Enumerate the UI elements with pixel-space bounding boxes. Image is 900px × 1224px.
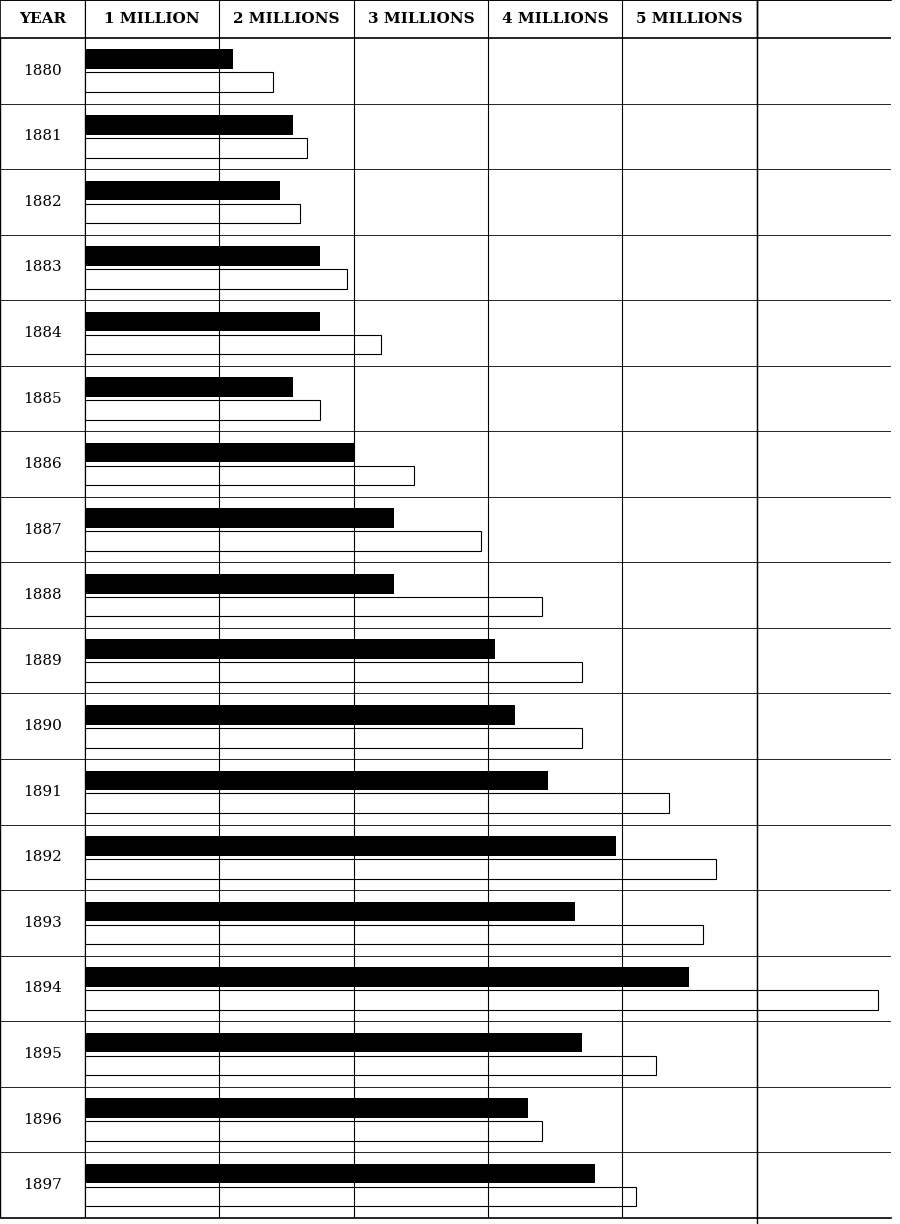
Text: 1891: 1891 [23, 785, 62, 799]
Text: 1881: 1881 [23, 130, 62, 143]
Text: 4 MILLIONS: 4 MILLIONS [502, 12, 608, 26]
Bar [85, 246, 320, 266]
Bar [85, 334, 381, 354]
Bar [85, 662, 582, 682]
Text: 3 MILLIONS: 3 MILLIONS [367, 12, 474, 26]
Bar [85, 902, 575, 922]
Text: 1883: 1883 [23, 261, 62, 274]
Text: 1895: 1895 [23, 1047, 62, 1061]
Text: 1887: 1887 [23, 523, 62, 536]
Text: 1884: 1884 [23, 326, 62, 340]
Text: 1896: 1896 [23, 1113, 62, 1126]
Bar [85, 771, 548, 791]
Bar [85, 639, 495, 659]
Bar [85, 924, 703, 944]
Text: 1893: 1893 [23, 916, 62, 930]
Text: 1886: 1886 [23, 457, 62, 471]
Text: 1897: 1897 [23, 1179, 62, 1192]
Bar [85, 115, 293, 135]
Text: YEAR: YEAR [19, 12, 66, 26]
Bar [85, 1055, 656, 1076]
Bar [85, 1033, 582, 1053]
Bar [85, 72, 273, 92]
Bar [85, 705, 515, 725]
Bar [85, 269, 346, 289]
Bar [85, 990, 878, 1010]
Text: 1 MILLION: 1 MILLION [104, 12, 200, 26]
Bar [85, 138, 307, 158]
Bar [85, 312, 320, 332]
Bar [85, 181, 280, 201]
Text: 1885: 1885 [23, 392, 62, 405]
Bar [85, 1121, 542, 1141]
Bar [85, 859, 716, 879]
Text: 1888: 1888 [23, 589, 62, 602]
Bar [85, 1164, 596, 1184]
Bar [85, 1098, 528, 1118]
Bar [85, 531, 482, 551]
Bar [85, 400, 320, 420]
Text: 1894: 1894 [23, 982, 62, 995]
Bar [85, 574, 394, 594]
Bar [85, 508, 394, 528]
Bar [85, 1187, 635, 1207]
Text: 1892: 1892 [23, 851, 62, 864]
Bar [85, 793, 670, 813]
Bar [85, 597, 542, 617]
Bar [85, 49, 233, 69]
Bar [85, 836, 616, 856]
Text: 2 MILLIONS: 2 MILLIONS [233, 12, 340, 26]
Text: 5 MILLIONS: 5 MILLIONS [636, 12, 742, 26]
Bar [85, 465, 414, 486]
Text: 1890: 1890 [23, 720, 62, 733]
Bar [85, 377, 293, 397]
Bar [85, 443, 354, 463]
Bar [85, 967, 689, 987]
Bar [85, 728, 582, 748]
Bar [85, 203, 300, 223]
Text: 1882: 1882 [23, 195, 62, 209]
Text: 1880: 1880 [23, 64, 62, 78]
Text: 1889: 1889 [23, 654, 62, 668]
